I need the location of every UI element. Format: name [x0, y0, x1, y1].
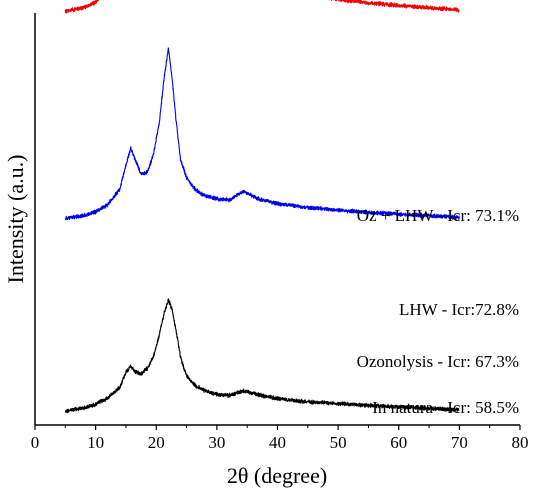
x-tick-label: 0	[31, 433, 40, 452]
x-tick-label: 30	[208, 433, 225, 452]
series-label: In natura - Icr: 58.5%	[372, 398, 519, 417]
series-label: LHW - Icr:72.8%	[399, 300, 519, 319]
x-tick-label: 40	[269, 433, 286, 452]
x-tick-label: 10	[87, 433, 104, 452]
series-label-layer: In natura - Icr: 58.5% Ozonolysis - Icr: …	[357, 206, 519, 417]
x-tick-label: 20	[148, 433, 165, 452]
x-axis-ticks: 0 10 20 30 40 50 60 70 80	[31, 425, 529, 452]
x-tick-label: 70	[451, 433, 468, 452]
series-line	[64, 298, 460, 414]
x-tick-label: 50	[330, 433, 347, 452]
series-layer	[64, 0, 460, 414]
series-line	[64, 47, 460, 221]
y-axis-title: Intensity (a.u.)	[3, 155, 28, 284]
series-line	[64, 0, 460, 14]
series-label: Ozonolysis - Icr: 67.3%	[357, 352, 519, 371]
series-label: Oz + LHW - Icr: 73.1%	[357, 206, 519, 225]
x-axis-title: 2θ (degree)	[227, 463, 327, 488]
x-tick-label: 60	[390, 433, 407, 452]
x-tick-label: 80	[512, 433, 529, 452]
